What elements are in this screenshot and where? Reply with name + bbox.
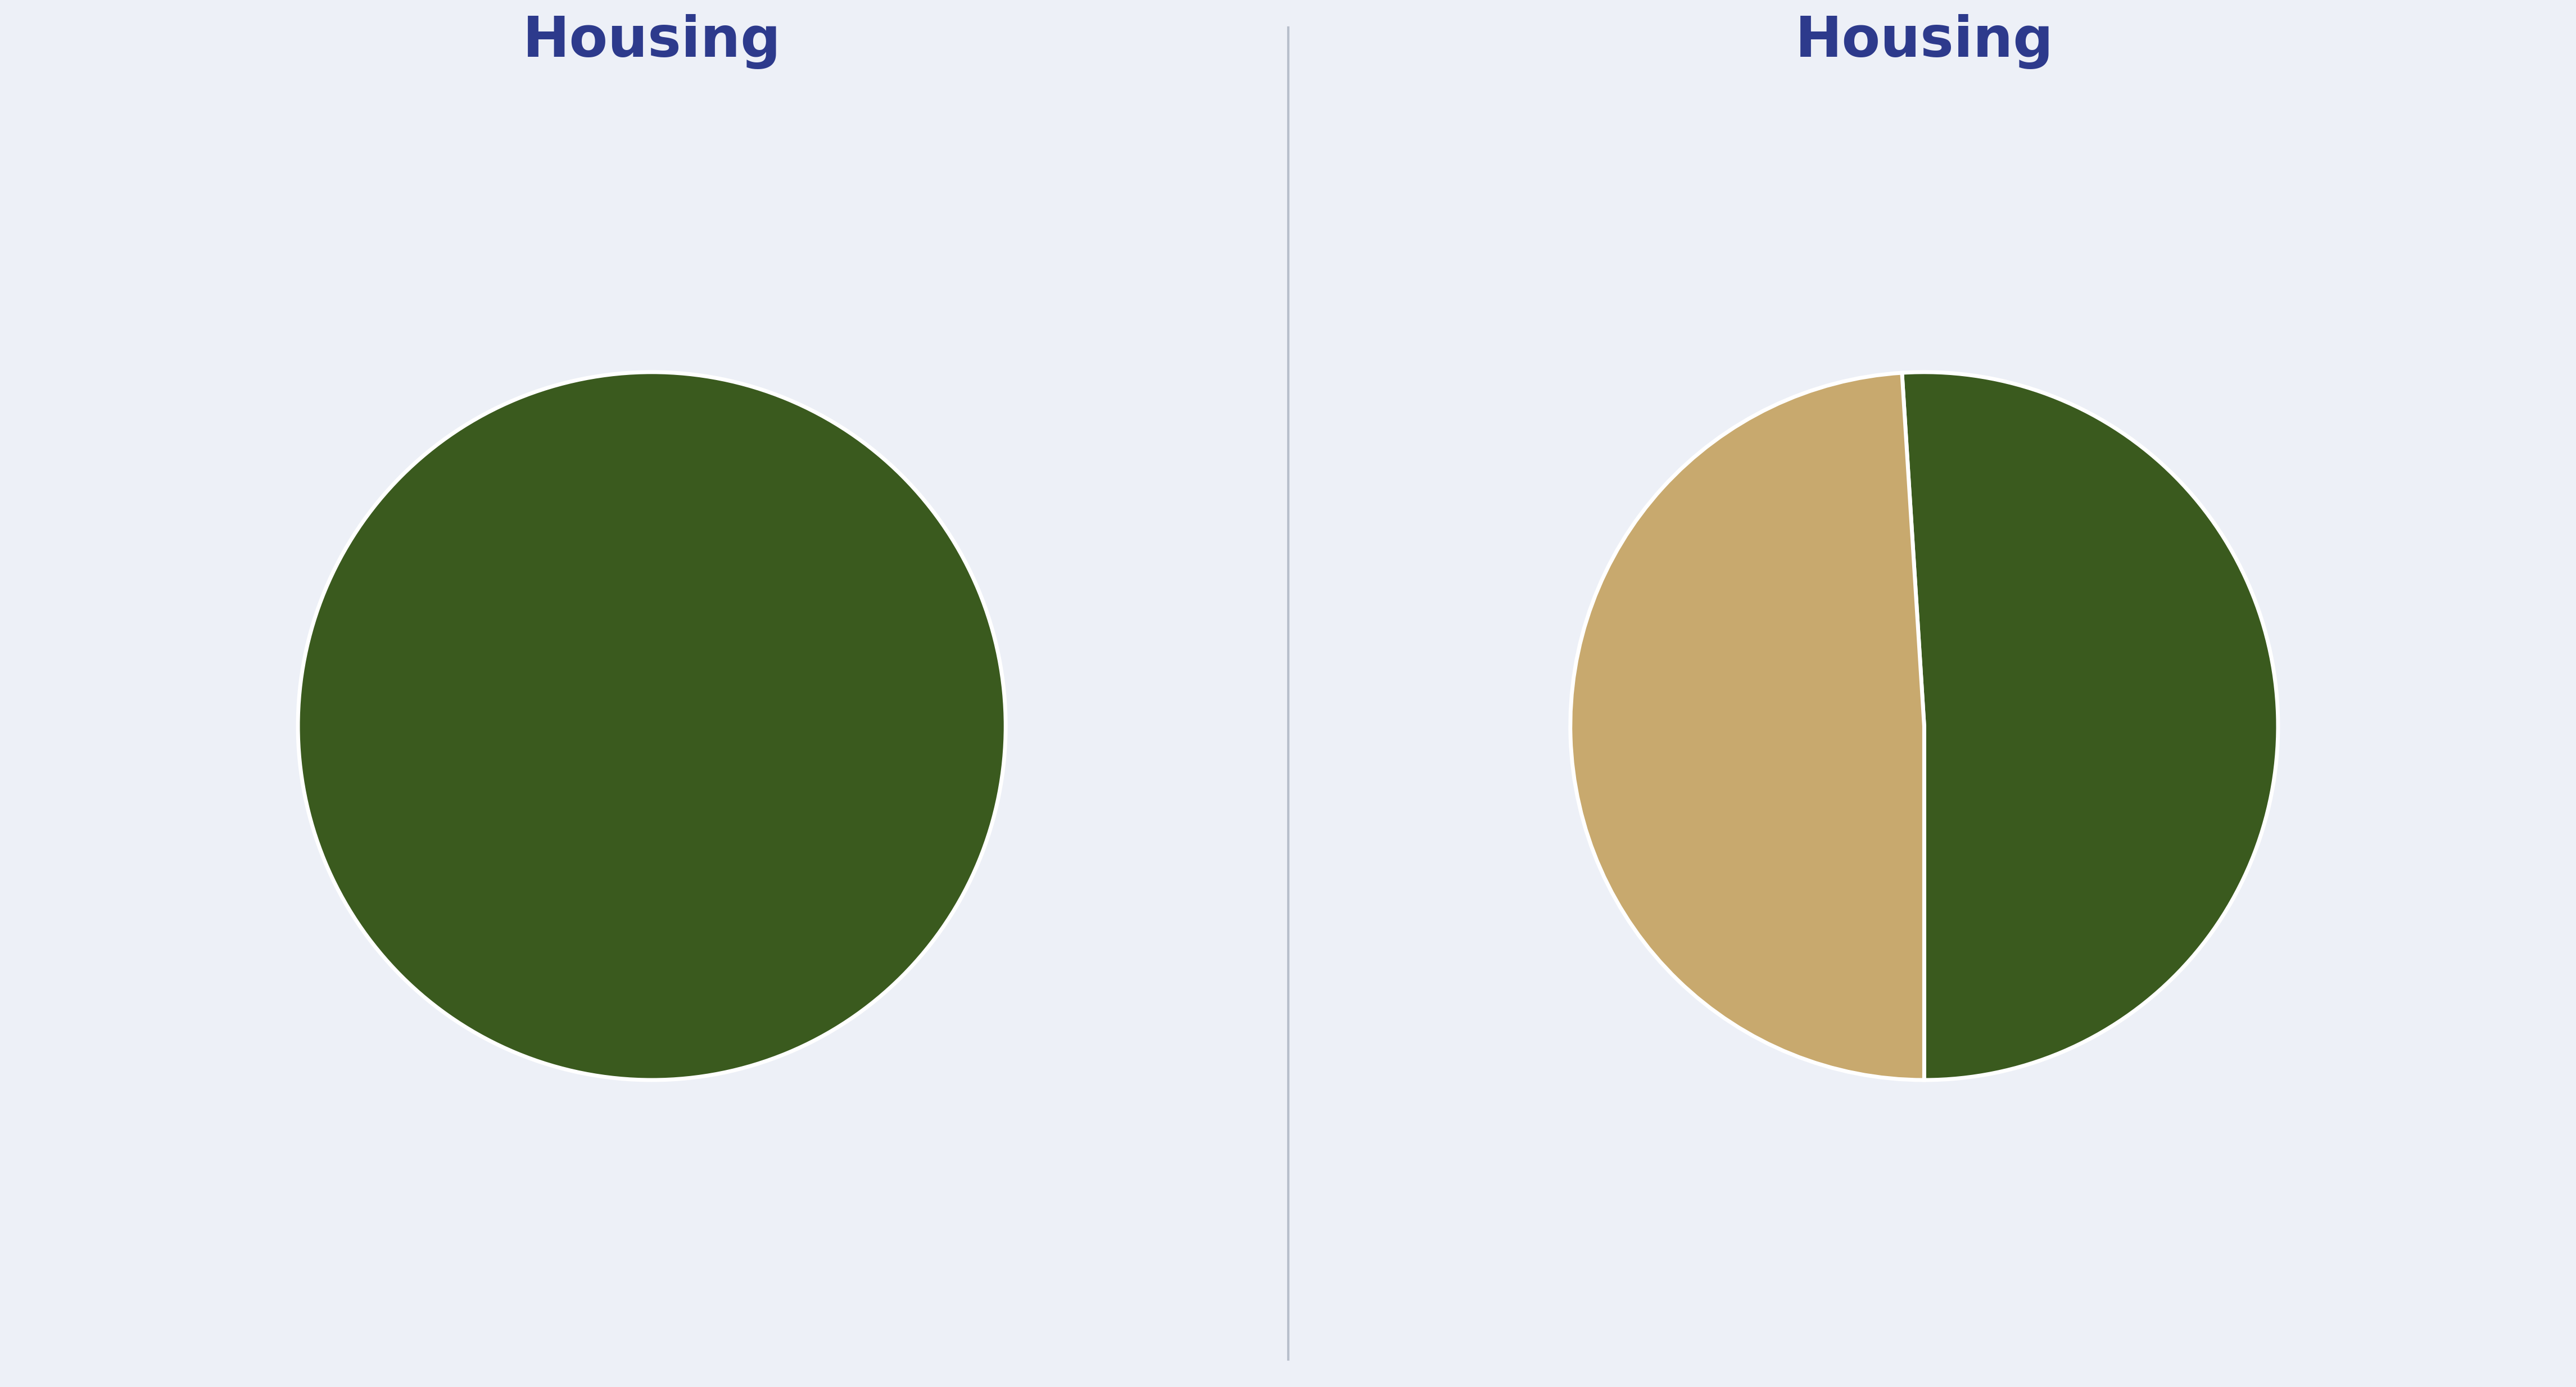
- Wedge shape: [1901, 372, 2277, 1080]
- Legend: LMI: LMI: [533, 1383, 770, 1387]
- Legend: LMI, Non–LMI: LMI, Non–LMI: [1589, 1383, 2259, 1387]
- Wedge shape: [1571, 373, 1924, 1080]
- Title: Affordable Rental
Housing: Affordable Rental Housing: [1643, 0, 2205, 69]
- Title: Affordable Rental
Housing: Affordable Rental Housing: [371, 0, 933, 69]
- Wedge shape: [299, 372, 1005, 1080]
